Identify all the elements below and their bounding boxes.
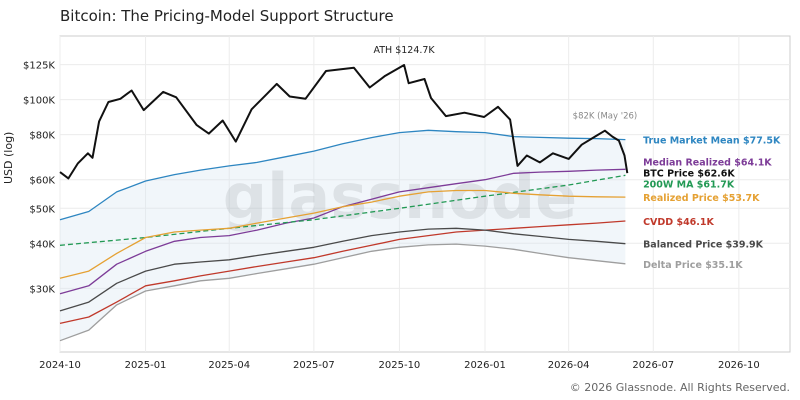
y-tick-label: $125K [23, 61, 55, 72]
shaded-band [60, 130, 626, 341]
x-tick-label: 2025-10 [379, 360, 421, 371]
series-label-balanced-price: Balanced Price $39.9K [643, 240, 764, 251]
y-tick-label: $30K [29, 284, 55, 295]
series-line-ma-200w [59, 174, 626, 246]
copyright-text: © 2026 Glassnode. All Rights Reserved. [569, 381, 790, 394]
y-tick-label: $100K [23, 96, 55, 107]
chart-title: Bitcoin: The Pricing-Model Support Struc… [60, 7, 394, 25]
y-tick-label: $50K [29, 204, 55, 215]
series-label-delta-price: Delta Price $35.1K [643, 260, 743, 271]
series-label-cvdd: CVDD $46.1K [643, 217, 714, 228]
series-label-realized-price: Realized Price $53.7K [643, 193, 760, 204]
x-tick-label: 2026-01 [464, 360, 506, 371]
x-tick-label: 2024-10 [39, 360, 81, 371]
annotation-1: $82K (May '26) [573, 112, 638, 122]
series-label-btc-price: BTC Price $62.6K [643, 169, 735, 180]
y-tick-label: $40K [29, 239, 55, 250]
series-line-realized-price [59, 189, 626, 279]
y-tick-label: $80K [29, 131, 55, 142]
x-tick-label: 2025-04 [208, 360, 250, 371]
series-label-ma-200w: 200W MA $61.7K [643, 180, 735, 191]
series-line-delta-price [59, 243, 626, 342]
series-line-btc-price [59, 64, 629, 180]
series-line-balanced-price [59, 227, 626, 312]
x-tick-label: 2025-07 [293, 360, 335, 371]
y-tick-label: $60K [29, 176, 55, 187]
x-tick-label: 2026-04 [548, 360, 590, 371]
series-line-cvdd [59, 220, 626, 325]
annotation-0: ATH $124.7K [373, 45, 435, 56]
x-tick-label: 2025-01 [125, 360, 167, 371]
series-label-true-market-mean: True Market Mean $77.5K [643, 136, 781, 147]
x-tick-label: 2026-10 [718, 360, 760, 371]
x-tick-label: 2026-07 [632, 360, 674, 371]
series-label-median-realized: Median Realized $64.1K [643, 157, 772, 168]
series-line-true-market-mean [59, 129, 626, 221]
